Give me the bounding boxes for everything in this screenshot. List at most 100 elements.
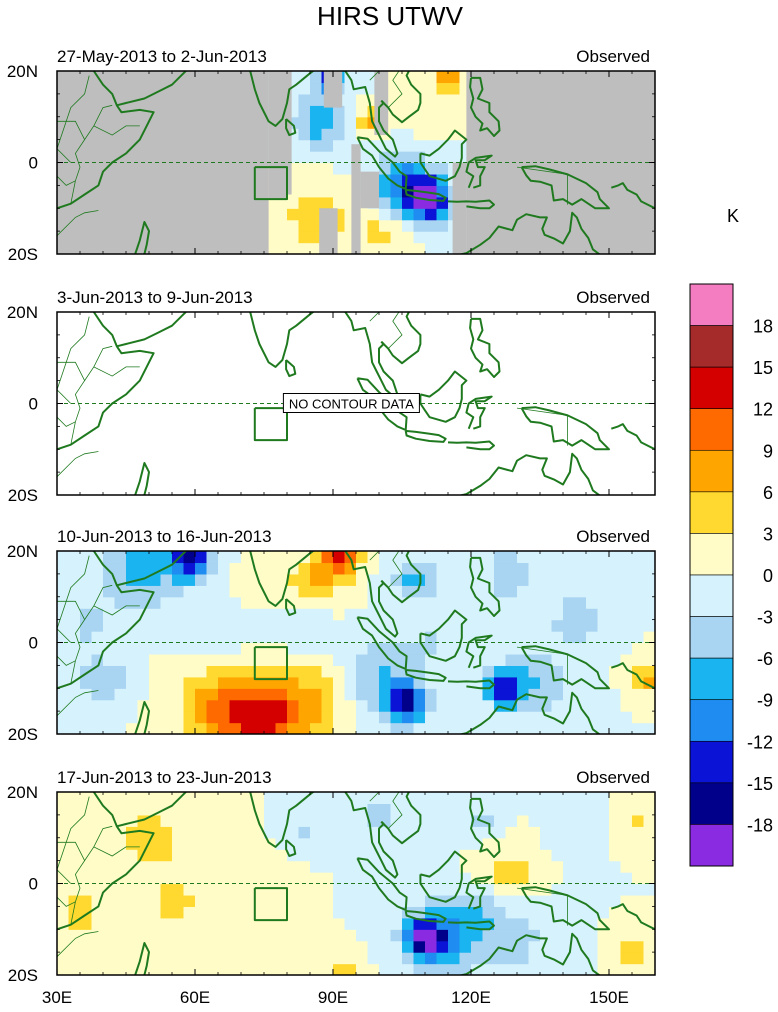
grid-cell bbox=[57, 631, 70, 644]
coastline bbox=[447, 920, 495, 931]
colorbar-label: -15 bbox=[747, 774, 773, 794]
grid-cell bbox=[183, 642, 196, 655]
grid-cell bbox=[114, 699, 127, 712]
grid-cell bbox=[436, 116, 449, 129]
grid-cell bbox=[413, 860, 426, 873]
grid-cell bbox=[137, 963, 150, 975]
grid-cell bbox=[172, 826, 185, 839]
grid-cell bbox=[275, 562, 288, 575]
grid-cell bbox=[643, 653, 655, 666]
grid-cell bbox=[356, 894, 369, 907]
grid-cell bbox=[114, 940, 127, 953]
grid-cell bbox=[218, 619, 231, 632]
country-border bbox=[57, 655, 76, 666]
country-border bbox=[57, 896, 76, 907]
grid-cell bbox=[425, 105, 438, 118]
grid-cell bbox=[298, 837, 311, 850]
grid-cell bbox=[425, 219, 438, 232]
grid-cell bbox=[344, 952, 357, 965]
grid-cell bbox=[563, 551, 576, 564]
grid-cell bbox=[379, 608, 392, 621]
grid-cell bbox=[402, 860, 415, 873]
grid-cell bbox=[103, 573, 116, 586]
grid-cell bbox=[252, 631, 265, 644]
grid-cell bbox=[149, 837, 162, 850]
grid-cell bbox=[448, 917, 461, 930]
panel-period: 3-Jun-2013 to 9-Jun-2013 bbox=[57, 288, 253, 307]
grid-cell bbox=[459, 940, 472, 953]
grid-cell bbox=[448, 585, 461, 598]
grid-cell bbox=[505, 952, 518, 965]
grid-cell bbox=[298, 596, 311, 609]
grid-cell bbox=[206, 860, 219, 873]
grid-cell bbox=[471, 676, 484, 689]
coastline bbox=[419, 850, 468, 903]
grid-cell bbox=[333, 631, 346, 644]
grid-cell bbox=[402, 929, 415, 942]
grid-cell bbox=[367, 231, 380, 244]
coastline bbox=[465, 154, 493, 189]
coastline bbox=[419, 129, 468, 182]
grid-cell bbox=[91, 711, 104, 724]
grid-cell bbox=[528, 722, 541, 734]
grid-cell bbox=[333, 952, 346, 965]
grid-cell bbox=[218, 940, 231, 953]
grid-cell bbox=[425, 849, 438, 862]
grid-cell bbox=[137, 894, 150, 907]
grid-cell bbox=[609, 894, 622, 907]
grid-cell bbox=[298, 860, 311, 873]
grid-cell bbox=[126, 665, 139, 678]
grid-cell bbox=[390, 722, 403, 734]
grid-cell bbox=[241, 665, 254, 678]
grid-cell bbox=[206, 849, 219, 862]
grid-cell bbox=[344, 860, 357, 873]
grid-cell bbox=[494, 642, 507, 655]
grid-cell bbox=[574, 883, 587, 896]
grid-cell bbox=[321, 105, 334, 118]
grid-cell bbox=[287, 792, 300, 805]
coastline bbox=[465, 395, 493, 430]
grid-cell bbox=[620, 872, 633, 885]
grid-cell bbox=[517, 849, 530, 862]
missing-data-region bbox=[374, 71, 389, 136]
grid-cell bbox=[333, 642, 346, 655]
grid-cell bbox=[114, 929, 127, 942]
grid-cell bbox=[425, 665, 438, 678]
grid-cell bbox=[57, 619, 70, 632]
grid-cell bbox=[68, 688, 81, 701]
grid-cell bbox=[206, 653, 219, 666]
grid-cell bbox=[310, 608, 323, 621]
grid-cell bbox=[149, 596, 162, 609]
grid-cell bbox=[252, 596, 265, 609]
grid-cell bbox=[448, 906, 461, 919]
grid-cell bbox=[367, 711, 380, 724]
grid-cell bbox=[563, 826, 576, 839]
coastline bbox=[134, 462, 150, 495]
grid-cell bbox=[310, 917, 323, 930]
grid-cell bbox=[91, 665, 104, 678]
grid-cell bbox=[482, 963, 495, 975]
grid-cell bbox=[103, 906, 116, 919]
grid-cell bbox=[436, 917, 449, 930]
grid-cell bbox=[310, 631, 323, 644]
panel-period: 17-Jun-2013 to 23-Jun-2013 bbox=[57, 768, 272, 787]
grid-cell bbox=[229, 883, 242, 896]
grid-cell bbox=[620, 917, 633, 930]
grid-cell bbox=[333, 929, 346, 942]
grid-cell bbox=[390, 219, 403, 232]
grid-cell bbox=[632, 963, 645, 975]
grid-cell bbox=[494, 676, 507, 689]
grid-cell bbox=[103, 642, 116, 655]
grid-cell bbox=[459, 929, 472, 942]
grid-cell bbox=[218, 596, 231, 609]
grid-cell bbox=[494, 562, 507, 575]
grid-cell bbox=[68, 573, 81, 586]
grid-cell bbox=[91, 642, 104, 655]
grid-cell bbox=[310, 872, 323, 885]
grid-cell bbox=[344, 642, 357, 655]
grid-cell bbox=[333, 792, 346, 805]
grid-cell bbox=[505, 585, 518, 598]
grid-cell bbox=[68, 814, 81, 827]
grid-cell bbox=[586, 653, 599, 666]
